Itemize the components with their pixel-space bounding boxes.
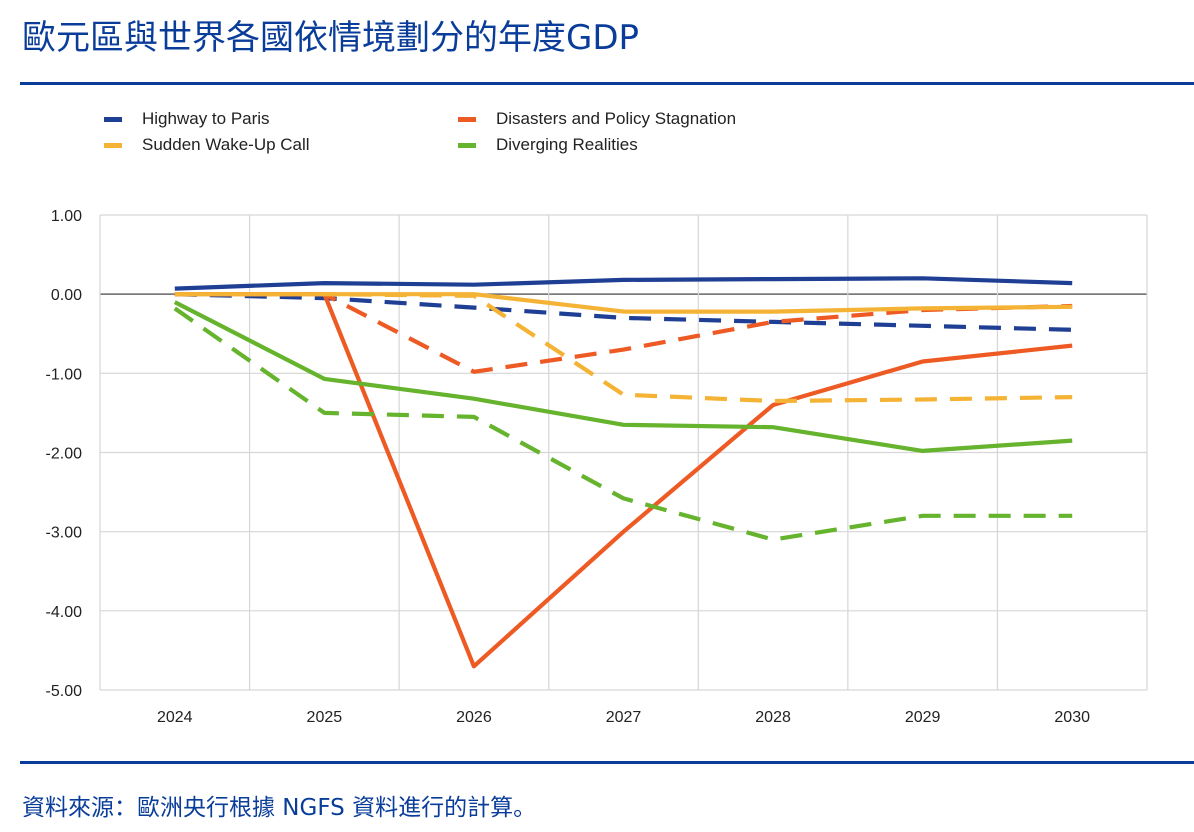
legend-swatch <box>458 116 476 122</box>
legend-swatch <box>458 142 476 148</box>
series-line-diverging-realities-dashed <box>173 306 1073 542</box>
series-line-sudden-wake-up-call-solid <box>174 292 1073 314</box>
legend-item-disasters-and-policy-stagnation: Disasters and Policy Stagnation <box>458 108 736 130</box>
legend-item-diverging-realities: Diverging Realities <box>458 134 638 156</box>
y-tick-label: -3.00 <box>46 525 83 542</box>
source-note: 資料來源：歐洲央行根據 NGFS 資料進行的計算。 <box>22 795 537 821</box>
y-tick-label: 1.00 <box>51 208 82 225</box>
legend-label: Diverging Realities <box>496 135 638 154</box>
legend-item-highway-to-paris: Highway to Paris <box>104 108 270 130</box>
legend-label: Sudden Wake-Up Call <box>142 135 310 154</box>
series-line-sudden-wake-up-call-dashed <box>174 292 1073 404</box>
y-tick-label: 0.00 <box>51 287 82 304</box>
top-divider <box>20 82 1194 85</box>
y-tick-label: -5.00 <box>46 683 83 700</box>
x-tick-label: 2030 <box>1054 709 1090 726</box>
series-line-diverging-realities-solid <box>173 300 1073 453</box>
legend-swatch <box>104 142 122 148</box>
x-tick-label: 2028 <box>755 709 791 726</box>
y-tick-label: -4.00 <box>46 604 83 621</box>
legend-swatch <box>104 116 122 122</box>
legend-label: Disasters and Policy Stagnation <box>496 109 737 128</box>
legend-item-sudden-wake-up-call: Sudden Wake-Up Call <box>104 134 310 156</box>
x-tick-label: 2026 <box>456 709 492 726</box>
x-tick-label: 2029 <box>905 709 941 726</box>
x-tick-label: 2027 <box>606 709 642 726</box>
bottom-divider <box>20 761 1194 764</box>
series-line-highway-to-paris-solid <box>174 276 1073 291</box>
x-tick-label: 2024 <box>157 709 193 726</box>
y-tick-label: -1.00 <box>46 366 83 383</box>
x-tick-label: 2025 <box>307 709 343 726</box>
page-title: 歐元區與世界各國依情境劃分的年度GDP <box>22 18 640 58</box>
line-chart: 1.00 0.00 -1.00 -2.00 -3.00 -4.00 -5.00 2024 202… <box>46 208 1148 726</box>
y-tick-label: -2.00 <box>46 446 83 463</box>
legend-label: Highway to Paris <box>142 109 270 128</box>
